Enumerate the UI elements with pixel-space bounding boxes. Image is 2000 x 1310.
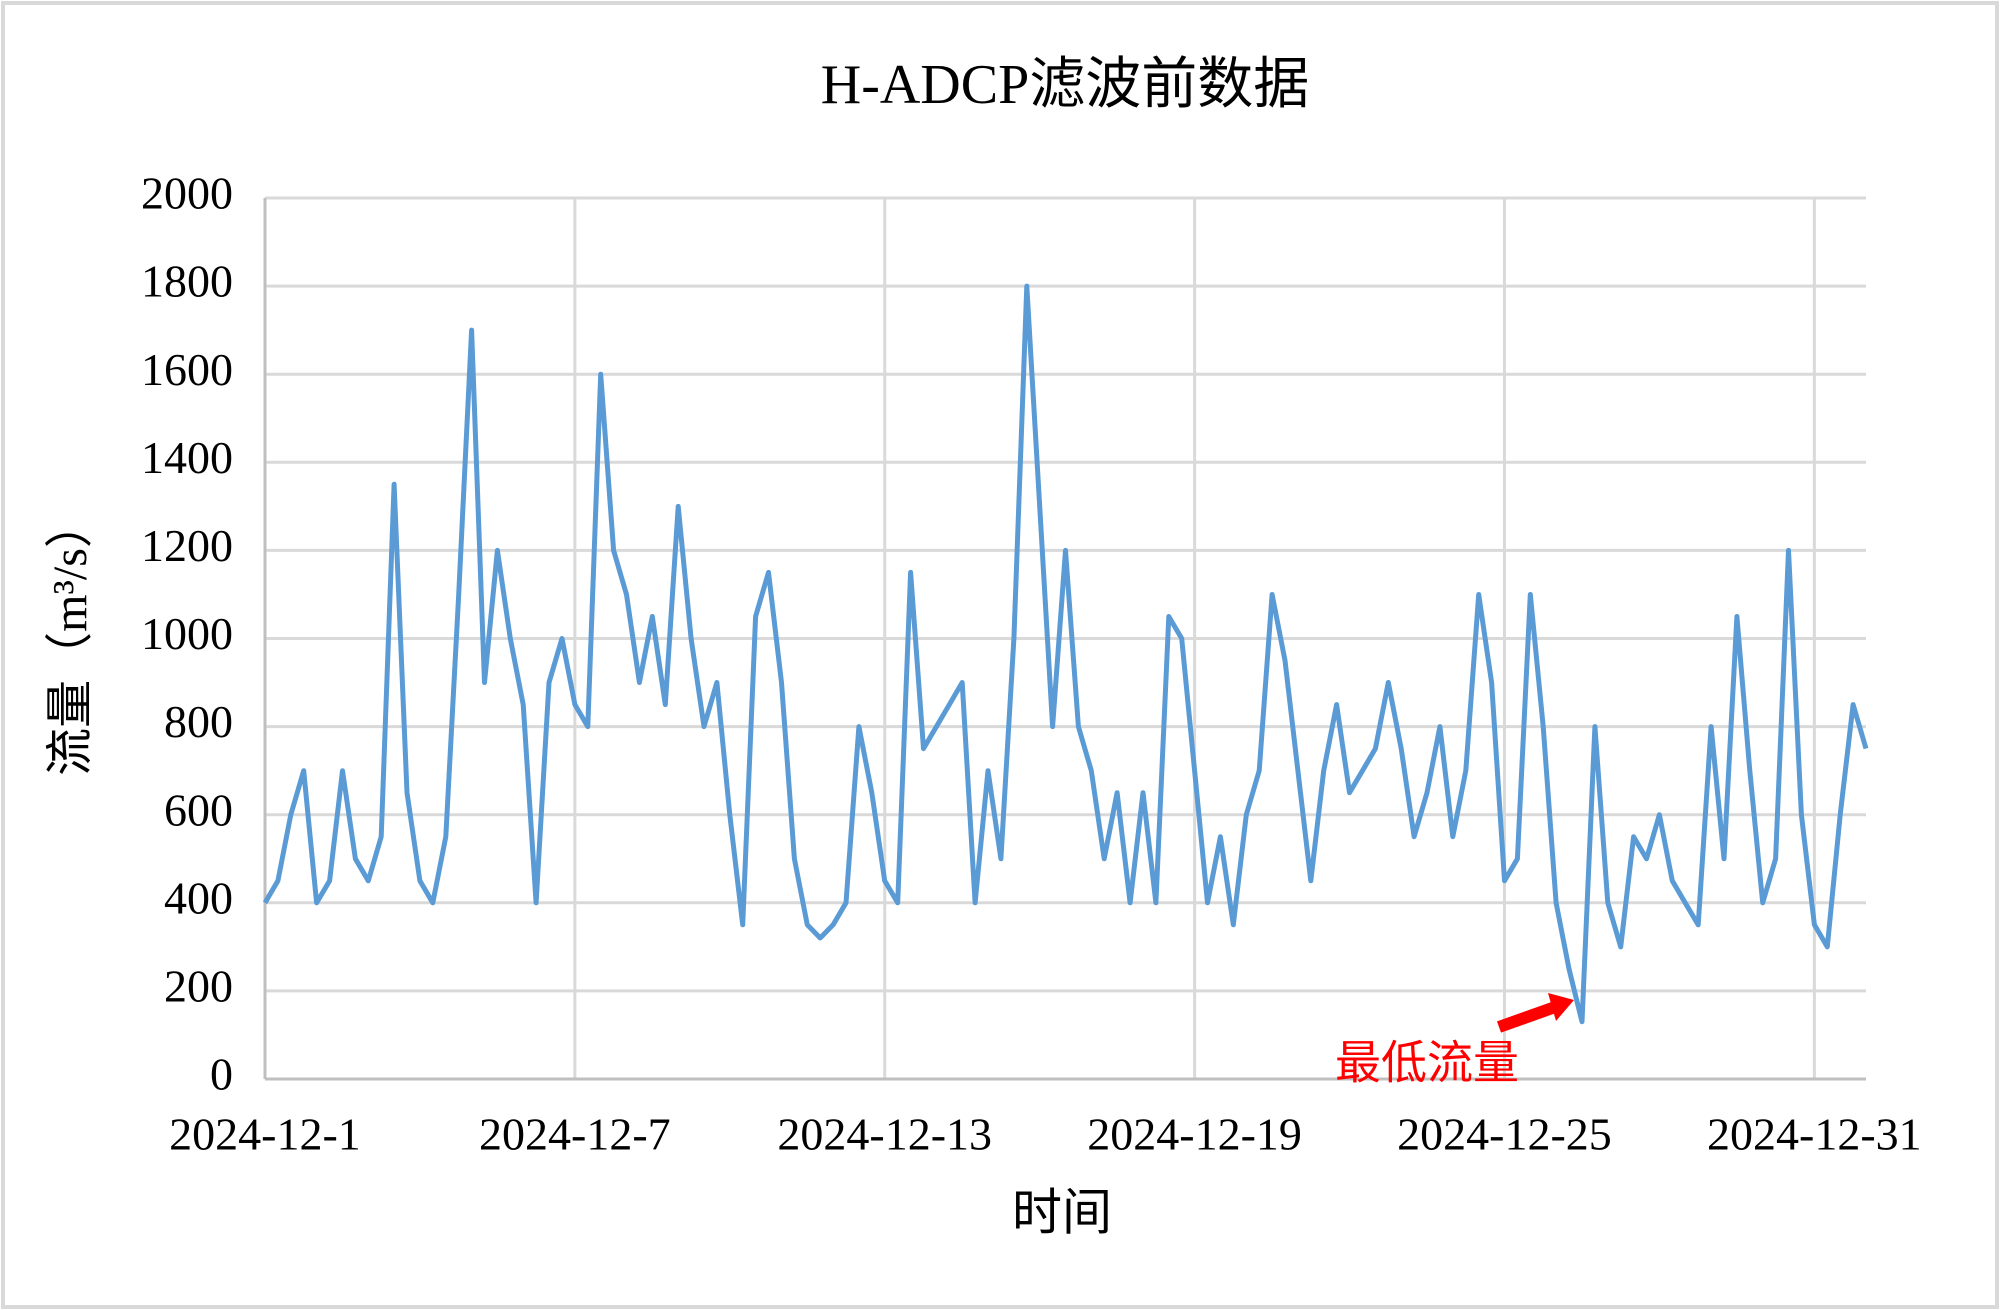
y-axis-title: 流量（m³/s） [44,500,97,776]
y-tick-label: 800 [164,696,233,747]
data-line [262,283,1869,1025]
y-tick-label: 600 [164,784,233,835]
annotation: 最低流量 [1335,1036,1519,1090]
x-tick-label: 2024-12-19 [1087,1109,1302,1160]
y-tick-label: 1600 [141,344,233,395]
annotation-arrow-head [1548,993,1574,1021]
x-tick-label: 2024-12-1 [169,1109,361,1160]
x-tick-label: 2024-12-31 [1707,1109,1922,1160]
plot [262,283,1869,1025]
x-axis-title: 时间 [1012,1184,1112,1240]
y-tick-label: 1200 [141,520,233,571]
y-tick-label: 1400 [141,432,233,483]
chart-title: H-ADCP滤波前数据 [821,54,1309,116]
y-tick-label: 1800 [141,256,233,307]
y-tick-label: 2000 [141,168,233,219]
y-tick-label: 1000 [141,608,233,659]
x-tick-label: 2024-12-7 [479,1109,671,1160]
x-tick-label: 2024-12-13 [777,1109,992,1160]
y-tick-label: 0 [210,1049,233,1100]
y-tick-label: 400 [164,872,233,923]
x-tick-label: 2024-12-25 [1397,1109,1612,1160]
annotation-arrow-shaft [1496,1000,1561,1033]
y-tick-label: 200 [164,960,233,1011]
